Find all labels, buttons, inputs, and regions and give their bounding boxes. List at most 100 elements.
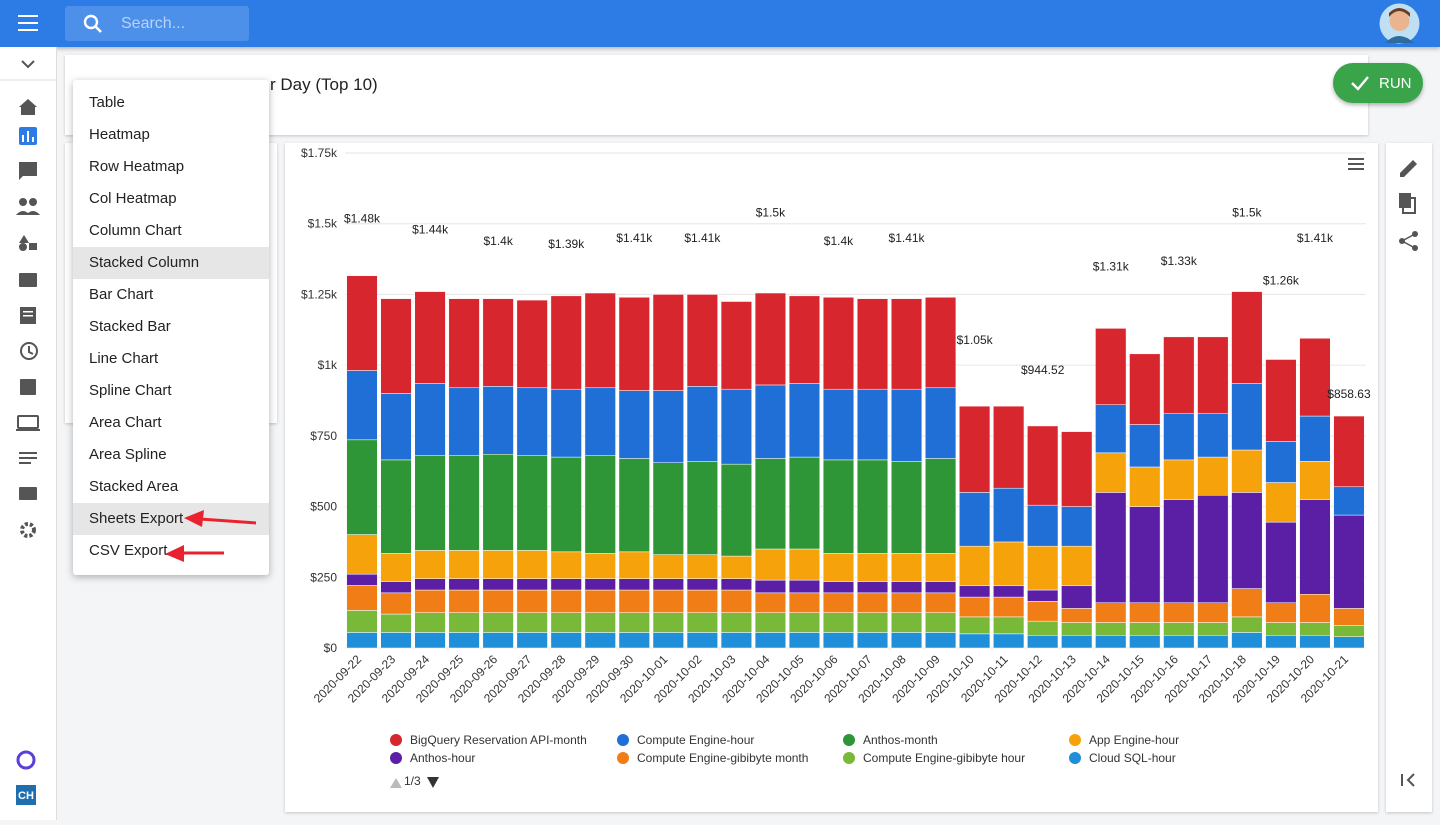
bar-segment <box>1265 521 1297 603</box>
bar-segment <box>890 552 923 582</box>
collapse-icon[interactable] <box>1401 773 1415 787</box>
y-tick-label: $500 <box>310 500 337 514</box>
legend-marker <box>390 752 402 764</box>
y-tick-label: $250 <box>310 570 337 584</box>
menu-item[interactable]: Area Chart <box>89 414 162 431</box>
bar-segment <box>1095 452 1127 493</box>
total-label: $1.31k <box>1093 259 1130 273</box>
bar-segment <box>720 463 752 557</box>
edit-icon[interactable] <box>1400 160 1417 177</box>
bar-segment <box>1333 636 1365 649</box>
bar-segment <box>618 458 650 553</box>
bar-segment <box>448 550 480 579</box>
y-tick-label: $1.25k <box>301 287 338 301</box>
bar-segment <box>448 589 480 613</box>
bar-segment <box>1265 622 1297 636</box>
bar-segment <box>1129 353 1161 425</box>
legend-label: Compute Engine-gibibyte month <box>637 751 808 765</box>
menu-item[interactable]: Row Heatmap <box>89 158 185 175</box>
total-label: $858.63 <box>1327 387 1371 401</box>
bar-segment <box>482 578 514 591</box>
bar-segment <box>856 632 889 649</box>
legend-next[interactable] <box>427 777 439 788</box>
menu-item[interactable]: Bar Chart <box>89 286 154 303</box>
bar-segment <box>754 548 786 581</box>
menu-item[interactable]: Area Spline <box>89 446 167 463</box>
bar-segment <box>652 589 684 613</box>
search-box[interactable]: Search... <box>65 6 249 41</box>
bar-segment <box>856 592 889 613</box>
legend-label: App Engine-hour <box>1089 733 1179 747</box>
share-icon[interactable] <box>1399 231 1418 251</box>
menu-item[interactable]: Heatmap <box>89 126 150 143</box>
bar-segment <box>822 632 855 649</box>
bar-segment <box>618 297 650 391</box>
bar-segment <box>856 459 889 554</box>
bar-segment <box>550 295 582 390</box>
bar-segment <box>1129 466 1161 507</box>
bar-segment <box>959 616 991 635</box>
bar-segment <box>856 612 889 633</box>
avatar[interactable] <box>1379 3 1420 44</box>
menu-item[interactable]: Stacked Bar <box>89 318 171 335</box>
menu-item[interactable]: Col Heatmap <box>89 190 177 207</box>
bar-segment <box>788 632 821 649</box>
bar-segment <box>959 585 991 598</box>
bar-segment <box>1197 602 1229 623</box>
bar-segment <box>414 589 446 613</box>
bar-segment <box>754 592 786 613</box>
bar-segment <box>584 552 616 579</box>
menu-item[interactable]: Stacked Area <box>89 478 179 495</box>
bar-segment <box>414 632 446 649</box>
bar-segment <box>1197 456 1229 496</box>
bar-segment <box>959 633 991 649</box>
bar-segment <box>618 390 650 459</box>
bar-segment <box>1027 545 1059 591</box>
total-label: $1.44k <box>412 223 449 237</box>
run-button[interactable]: RUN <box>1333 63 1423 103</box>
logo-text: CH <box>18 790 34 802</box>
bar-segment <box>1095 404 1127 454</box>
bar-segment <box>380 581 412 594</box>
bar-segment <box>1265 441 1297 483</box>
menu-item[interactable]: Spline Chart <box>89 382 172 399</box>
legend-marker <box>1069 734 1081 746</box>
menu-item[interactable]: Stacked Column <box>73 247 269 279</box>
menu-item[interactable]: Table <box>89 94 125 111</box>
menu-button[interactable] <box>18 14 40 32</box>
bar-segment <box>448 612 480 633</box>
bar-segment <box>925 632 957 649</box>
chart-menu[interactable] <box>1348 158 1364 170</box>
y-tick-label: $0 <box>324 641 338 655</box>
bar-segment <box>720 589 752 613</box>
bar-segment <box>1299 461 1331 500</box>
bar-segment <box>925 612 957 633</box>
bar-segment <box>1299 338 1331 417</box>
bar-segment <box>925 387 957 459</box>
bar-segment <box>380 552 412 582</box>
bar-segment <box>788 456 821 550</box>
menu-item[interactable]: CSV Export <box>89 542 168 559</box>
bar-segment <box>1299 415 1331 462</box>
menu-item[interactable]: Column Chart <box>89 222 182 239</box>
arrows <box>165 510 257 562</box>
menu-item[interactable]: Line Chart <box>89 350 159 367</box>
total-label: $1.33k <box>1161 254 1198 268</box>
bar-segment <box>1129 602 1161 623</box>
bar-segment <box>1333 625 1365 637</box>
bar-segment <box>482 612 514 633</box>
bar-segment <box>652 554 684 579</box>
bar-segment <box>448 578 480 591</box>
bar-segment <box>380 613 412 633</box>
bar-segment <box>652 632 684 649</box>
bar-segment <box>482 550 514 579</box>
menu-item[interactable]: Sheets Export <box>73 503 269 535</box>
bar-segment <box>516 589 548 613</box>
bar-segment <box>1095 328 1127 405</box>
legend-label: Cloud SQL-hour <box>1089 751 1176 765</box>
total-label: $1.48k <box>344 211 381 225</box>
bar-segment <box>754 384 786 459</box>
query-title: r Day (Top 10) <box>270 75 378 94</box>
bar-segment <box>1061 506 1093 547</box>
bar-segment <box>993 596 1025 618</box>
